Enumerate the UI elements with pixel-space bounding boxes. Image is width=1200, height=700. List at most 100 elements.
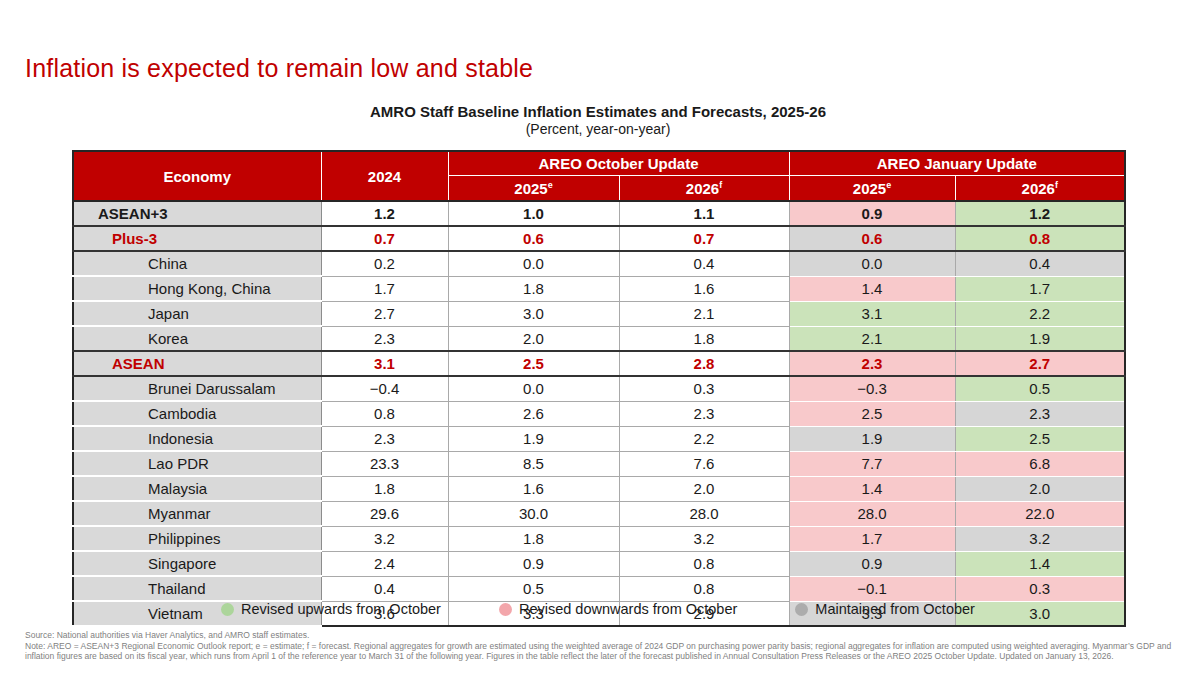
value-2024: 0.7 — [321, 226, 448, 251]
value-jan-2026: 2.7 — [955, 351, 1125, 376]
value-jan-2026: 1.4 — [955, 551, 1125, 576]
value-jan-2026: 0.8 — [955, 226, 1125, 251]
page-title: Inflation is expected to remain low and … — [25, 54, 533, 83]
value-oct-2026: 1.8 — [619, 326, 789, 351]
economy-cell: Brunei Darussalam — [73, 376, 321, 401]
value-jan-2026: 2.3 — [955, 401, 1125, 426]
col-oct-2026: 2026f — [619, 176, 789, 202]
legend-label: Revised upwards from October — [241, 601, 441, 617]
value-jan-2026: 0.4 — [955, 251, 1125, 276]
table-row: Plus-30.70.60.70.60.8 — [73, 226, 1125, 251]
value-jan-2025: 0.9 — [789, 201, 955, 226]
value-2024: 3.2 — [321, 526, 448, 551]
value-oct-2025: 1.8 — [448, 276, 619, 301]
value-jan-2025: 1.4 — [789, 476, 955, 501]
value-jan-2025: 0.6 — [789, 226, 955, 251]
table-row: Singapore2.40.90.80.91.4 — [73, 551, 1125, 576]
economy-cell: Indonesia — [73, 426, 321, 451]
value-2024: −0.4 — [321, 376, 448, 401]
value-jan-2026: 2.0 — [955, 476, 1125, 501]
value-oct-2026: 2.1 — [619, 301, 789, 326]
table-row: Brunei Darussalam−0.40.00.3−0.30.5 — [73, 376, 1125, 401]
value-oct-2026: 2.0 — [619, 476, 789, 501]
value-oct-2026: 2.8 — [619, 351, 789, 376]
group-october-update: AREO October Update — [448, 151, 789, 176]
table-row: Malaysia1.81.62.01.42.0 — [73, 476, 1125, 501]
value-oct-2025: 0.5 — [448, 576, 619, 601]
value-2024: 3.1 — [321, 351, 448, 376]
value-jan-2026: 0.3 — [955, 576, 1125, 601]
value-jan-2026: 2.5 — [955, 426, 1125, 451]
value-jan-2025: 0.0 — [789, 251, 955, 276]
table-row: ASEAN3.12.52.82.32.7 — [73, 351, 1125, 376]
value-oct-2026: 28.0 — [619, 501, 789, 526]
economy-cell: Lao PDR — [73, 451, 321, 476]
legend-dot-up-icon — [221, 603, 234, 616]
economy-cell: Myanmar — [73, 501, 321, 526]
economy-cell: ASEAN — [73, 351, 321, 376]
value-2024: 2.7 — [321, 301, 448, 326]
table-subtitle: (Percent, year-on-year) — [72, 121, 1124, 137]
value-jan-2025: −0.1 — [789, 576, 955, 601]
value-2024: 2.4 — [321, 551, 448, 576]
value-jan-2026: 2.2 — [955, 301, 1125, 326]
col-oct-2025: 2025e — [448, 176, 619, 202]
value-oct-2025: 1.0 — [448, 201, 619, 226]
value-jan-2026: 6.8 — [955, 451, 1125, 476]
value-2024: 29.6 — [321, 501, 448, 526]
value-jan-2025: 2.5 — [789, 401, 955, 426]
economy-cell: Singapore — [73, 551, 321, 576]
economy-cell: Japan — [73, 301, 321, 326]
value-jan-2026: 0.5 — [955, 376, 1125, 401]
table-row: Philippines3.21.83.21.73.2 — [73, 526, 1125, 551]
value-2024: 1.7 — [321, 276, 448, 301]
value-oct-2025: 2.0 — [448, 326, 619, 351]
legend-item-up: Revised upwards from October — [221, 601, 441, 617]
value-oct-2026: 3.2 — [619, 526, 789, 551]
slide: Inflation is expected to remain low and … — [0, 0, 1200, 700]
forecast-table: Economy 2024 AREO October Update AREO Ja… — [72, 150, 1126, 627]
value-oct-2025: 1.6 — [448, 476, 619, 501]
economy-cell: Philippines — [73, 526, 321, 551]
value-oct-2025: 30.0 — [448, 501, 619, 526]
table-row: Indonesia2.31.92.21.92.5 — [73, 426, 1125, 451]
economy-cell: Hong Kong, China — [73, 276, 321, 301]
value-jan-2025: 0.9 — [789, 551, 955, 576]
value-oct-2026: 1.1 — [619, 201, 789, 226]
value-jan-2025: −0.3 — [789, 376, 955, 401]
legend: Revised upwards from October Revised down… — [72, 601, 1124, 617]
value-oct-2026: 1.6 — [619, 276, 789, 301]
value-jan-2025: 1.4 — [789, 276, 955, 301]
economy-cell: Korea — [73, 326, 321, 351]
value-jan-2026: 22.0 — [955, 501, 1125, 526]
value-oct-2025: 0.6 — [448, 226, 619, 251]
value-jan-2025: 3.1 — [789, 301, 955, 326]
value-jan-2025: 2.3 — [789, 351, 955, 376]
value-oct-2025: 2.6 — [448, 401, 619, 426]
economy-cell: Malaysia — [73, 476, 321, 501]
value-oct-2026: 0.8 — [619, 576, 789, 601]
table-row: China0.20.00.40.00.4 — [73, 251, 1125, 276]
value-oct-2025: 0.9 — [448, 551, 619, 576]
table-title: AMRO Staff Baseline Inflation Estimates … — [72, 103, 1124, 120]
value-jan-2026: 1.2 — [955, 201, 1125, 226]
footnote-note: Note: AREO = ASEAN+3 Regional Economic O… — [25, 641, 1175, 662]
legend-label: Revised downwards from October — [519, 601, 737, 617]
col-2024: 2024 — [321, 151, 448, 201]
footnote-source: Source: National authorities via Haver A… — [25, 630, 1175, 641]
table-row: Korea2.32.01.82.11.9 — [73, 326, 1125, 351]
value-2024: 2.3 — [321, 326, 448, 351]
table-row: Hong Kong, China1.71.81.61.41.7 — [73, 276, 1125, 301]
value-oct-2025: 1.9 — [448, 426, 619, 451]
legend-item-down: Revised downwards from October — [499, 601, 737, 617]
footnotes: Source: National authorities via Haver A… — [25, 630, 1175, 662]
table-row: Lao PDR23.38.57.67.76.8 — [73, 451, 1125, 476]
value-2024: 1.8 — [321, 476, 448, 501]
table-row: Japan2.73.02.13.12.2 — [73, 301, 1125, 326]
value-jan-2026: 1.9 — [955, 326, 1125, 351]
value-2024: 2.3 — [321, 426, 448, 451]
value-jan-2026: 1.7 — [955, 276, 1125, 301]
value-oct-2025: 8.5 — [448, 451, 619, 476]
value-oct-2026: 7.6 — [619, 451, 789, 476]
value-jan-2025: 28.0 — [789, 501, 955, 526]
